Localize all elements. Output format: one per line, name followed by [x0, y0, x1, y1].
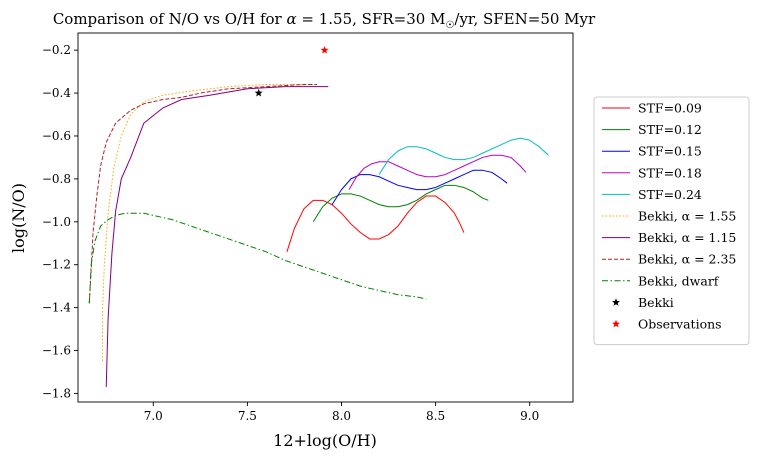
- legend-label-7: Bekki, α = 1.15: [638, 230, 736, 245]
- y-tick-label-7: −0.6: [42, 129, 71, 143]
- legend-label-9: Bekki, dwarf: [638, 273, 720, 288]
- legend-label-8: Bekki, α = 2.35: [638, 252, 736, 267]
- y-tick-label-1: −1.8: [42, 386, 71, 400]
- series-line-4: [348, 154, 527, 190]
- legend-swatch-11: [612, 319, 620, 328]
- series-line-2: [312, 184, 489, 223]
- chart-title: Comparison of N/O vs O/H for α = 1.55, S…: [53, 10, 596, 31]
- x-tick-label-4: 8.5: [426, 409, 445, 423]
- legend-box: [593, 96, 750, 346]
- x-tick-label-3: 8.0: [332, 409, 351, 423]
- series-line-8: [88, 83, 318, 304]
- legend-label-5: STF=0.24: [638, 187, 702, 202]
- y-tick-label-6: −0.8: [42, 172, 71, 186]
- y-tick-label-3: −1.4: [42, 301, 72, 315]
- x-tick-label-5: 9.0: [520, 409, 539, 423]
- x-tick-label-2: 7.5: [238, 409, 257, 423]
- x-tick-label-1: 7.0: [144, 409, 163, 423]
- legend-label-4: STF=0.18: [638, 165, 702, 180]
- legend-label-10: Bekki: [638, 295, 674, 310]
- series-line-7: [105, 86, 329, 387]
- y-tick-label-9: −0.2: [42, 43, 71, 57]
- plot-frame: [77, 32, 574, 403]
- legend-swatch-10: [612, 298, 620, 306]
- series-line-6: [101, 83, 316, 362]
- x-axis-label: 12+log(O/H): [273, 431, 377, 450]
- series-line-3: [331, 169, 508, 205]
- legend: STF=0.09 STF=0.12 STF=0.15 STF=0.18 STF=0.24…: [593, 96, 750, 346]
- y-tick-label-5: −1.0: [42, 215, 71, 229]
- series-line-9: [88, 212, 427, 304]
- legend-label-3: STF=0.15: [638, 144, 702, 159]
- axes: 7.0 7.5 8.0 8.5 9.0 −1.8 −1.6 −1.4 −1.2 −1.0 −0.8 −…: [42, 32, 574, 423]
- y-axis-label: log(N/O): [9, 183, 28, 253]
- legend-label-1: STF=0.09: [638, 101, 702, 116]
- y-tick-label-2: −1.6: [42, 344, 71, 358]
- legend-label-2: STF=0.12: [638, 122, 702, 137]
- point-marker-2: [320, 45, 329, 54]
- series-line-1: [286, 195, 465, 252]
- legend-label-6: Bekki, α = 1.55: [638, 209, 736, 224]
- y-tick-label-8: −0.4: [42, 86, 72, 100]
- y-tick-label-4: −1.2: [42, 258, 71, 272]
- plot-area: [88, 45, 549, 387]
- series-line-5: [378, 137, 549, 175]
- point-marker-1: [254, 88, 263, 97]
- legend-label-11: Observations: [638, 317, 722, 332]
